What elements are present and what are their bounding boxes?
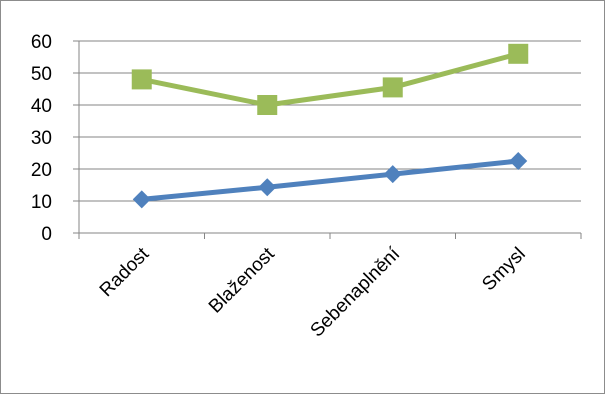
series-1-line <box>139 158 521 202</box>
series-2-point <box>508 43 529 64</box>
y-tick-label: 30 <box>31 128 52 149</box>
x-tick-label: Sebenaplnění <box>307 243 405 341</box>
series-1-point <box>509 152 528 170</box>
y-tick-label: 10 <box>31 192 52 213</box>
series-1-point <box>132 190 151 209</box>
series-1-point <box>258 178 277 197</box>
series-1-point <box>383 165 402 184</box>
y-tick-label: 50 <box>31 64 52 85</box>
y-tick-label: 40 <box>31 96 52 117</box>
x-tick-label: Smysl <box>478 244 529 295</box>
x-tick-label: Radost <box>96 243 154 301</box>
x-tick-label: Blaženost <box>205 243 279 317</box>
series-2-point <box>382 77 403 98</box>
y-tick-label: 20 <box>31 160 52 181</box>
y-tick-label: 60 <box>31 32 52 53</box>
series-2-line <box>139 51 521 108</box>
series-2-point <box>131 69 152 90</box>
series-2-point <box>257 95 278 115</box>
y-tick-label: 0 <box>41 224 52 245</box>
